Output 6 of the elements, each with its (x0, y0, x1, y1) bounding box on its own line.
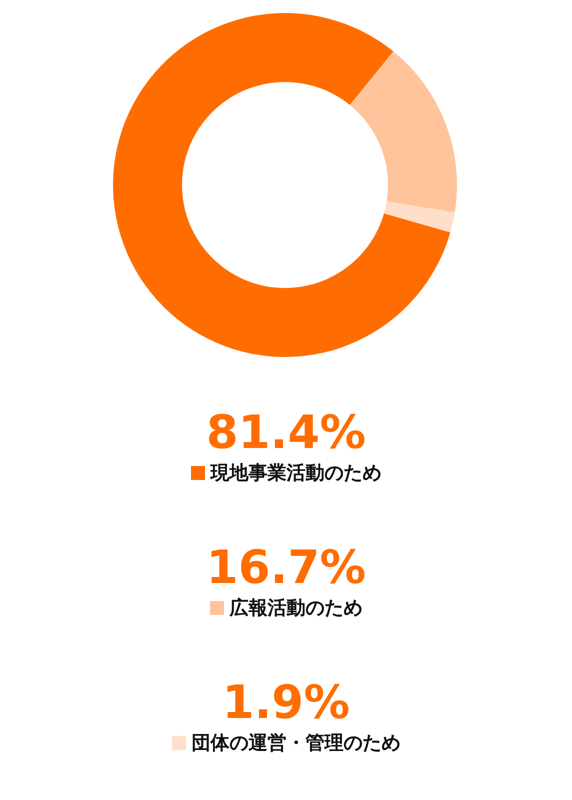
legend-label: 現地事業活動のため (210, 462, 382, 484)
data-label: 81.4% (205, 405, 367, 459)
legend-label: 広報活動のため (230, 597, 362, 619)
legend-label: 団体の運営・管理のため (192, 732, 400, 754)
data-label: 16.7% (205, 540, 367, 594)
data-label: 1.9% (221, 675, 351, 729)
